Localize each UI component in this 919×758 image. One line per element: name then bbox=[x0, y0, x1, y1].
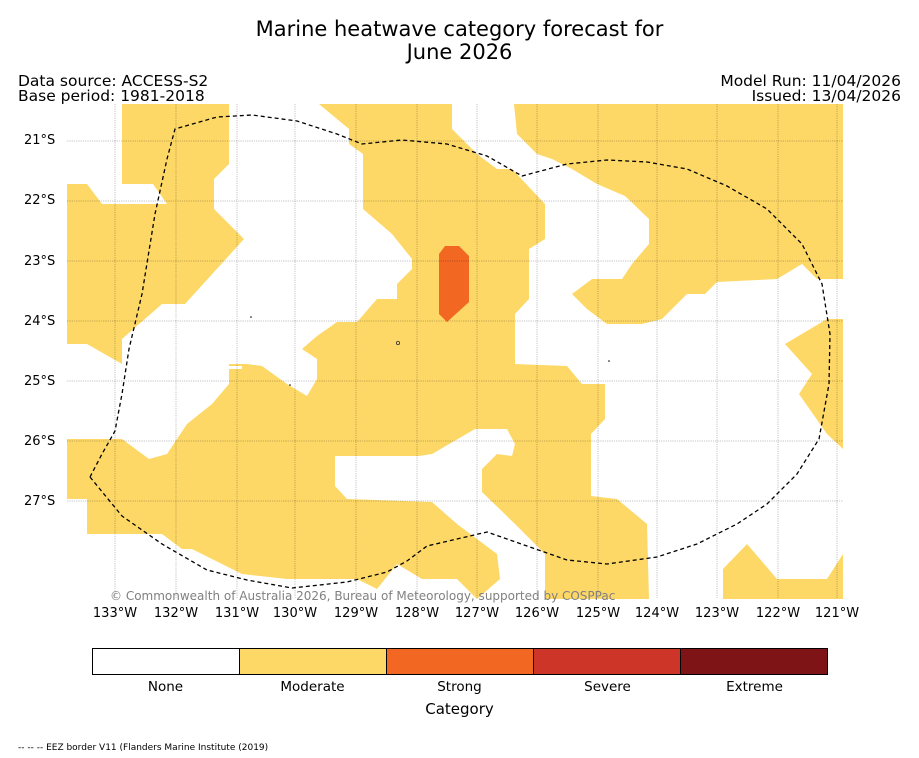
model-run: Model Run: 11/04/2026 bbox=[720, 72, 901, 90]
eez-footnote: -- -- -- EEZ border V11 (Flanders Marine… bbox=[18, 743, 269, 753]
lat-label-24s: 24°S bbox=[24, 314, 56, 329]
island-marker-2 bbox=[250, 316, 252, 318]
issued-date: Issued: 13/04/2026 bbox=[751, 87, 901, 105]
lon-label-130w: 130°W bbox=[272, 606, 318, 621]
lon-label-124w: 124°W bbox=[634, 606, 680, 621]
gridlines bbox=[67, 104, 843, 599]
source-info: Data source: ACCESS-S2 Base period: 1981… bbox=[18, 72, 209, 105]
moderate-region-east-edge bbox=[785, 319, 843, 449]
colorbar-extreme bbox=[681, 649, 827, 674]
lat-label-23s: 23°S bbox=[24, 254, 56, 269]
lon-label-133w: 133°W bbox=[92, 606, 138, 621]
lon-label-123w: 123°W bbox=[694, 606, 740, 621]
data-source: Data source: ACCESS-S2 bbox=[18, 72, 209, 90]
none-patch-central-west bbox=[217, 366, 242, 369]
island-marker-1 bbox=[395, 340, 400, 345]
colorbar-moderate bbox=[240, 649, 387, 674]
lat-label-25s: 25°S bbox=[24, 374, 56, 389]
map-panel bbox=[67, 104, 843, 599]
colorbar bbox=[92, 648, 828, 675]
colorbar-none bbox=[93, 649, 240, 674]
strong-region bbox=[439, 246, 469, 322]
lon-label-129w: 129°W bbox=[333, 606, 379, 621]
base-period: Base period: 1981-2018 bbox=[18, 87, 205, 105]
moderate-regions bbox=[67, 104, 843, 599]
colorbar-strong bbox=[387, 649, 534, 674]
lon-label-131w: 131°W bbox=[214, 606, 260, 621]
island-marker-4 bbox=[289, 384, 291, 386]
category-label-strong: Strong bbox=[437, 679, 482, 695]
copyright-credit: © Commonwealth of Australia 2026, Bureau… bbox=[110, 589, 616, 603]
colorbar-severe bbox=[534, 649, 681, 674]
run-info: Model Run: 11/04/2026 Issued: 13/04/2026 bbox=[720, 72, 901, 105]
lon-label-128w: 128°W bbox=[394, 606, 440, 621]
category-label-moderate: Moderate bbox=[280, 679, 345, 695]
title-line-2: June 2026 bbox=[406, 40, 513, 64]
lon-label-125w: 125°W bbox=[575, 606, 621, 621]
lat-label-22s: 22°S bbox=[24, 193, 56, 208]
category-label-severe: Severe bbox=[584, 679, 631, 695]
colorbar-title: Category bbox=[425, 700, 494, 718]
moderate-region-northwest bbox=[67, 104, 244, 364]
lon-label-132w: 132°W bbox=[153, 606, 199, 621]
eez-border bbox=[89, 114, 831, 589]
category-label-extreme: Extreme bbox=[726, 679, 783, 695]
lat-label-26s: 26°S bbox=[24, 434, 56, 449]
map-title: Marine heatwave category forecast for Ju… bbox=[0, 18, 919, 64]
category-label-none: None bbox=[147, 679, 184, 695]
island-marker-3 bbox=[608, 360, 610, 362]
moderate-region-northeast bbox=[514, 104, 843, 324]
moderate-region-southeast bbox=[723, 544, 843, 599]
title-line-1: Marine heatwave category forecast for bbox=[255, 17, 664, 41]
white-patches bbox=[217, 366, 242, 369]
lat-label-27s: 27°S bbox=[24, 494, 56, 509]
moderate-region-central bbox=[67, 104, 649, 599]
lat-label-21s: 21°S bbox=[24, 133, 56, 148]
lon-label-121w: 121°W bbox=[814, 606, 860, 621]
lon-label-126w: 126°W bbox=[514, 606, 560, 621]
lon-label-122w: 122°W bbox=[755, 606, 801, 621]
heatwave-map bbox=[67, 104, 843, 599]
lon-label-127w: 127°W bbox=[454, 606, 500, 621]
